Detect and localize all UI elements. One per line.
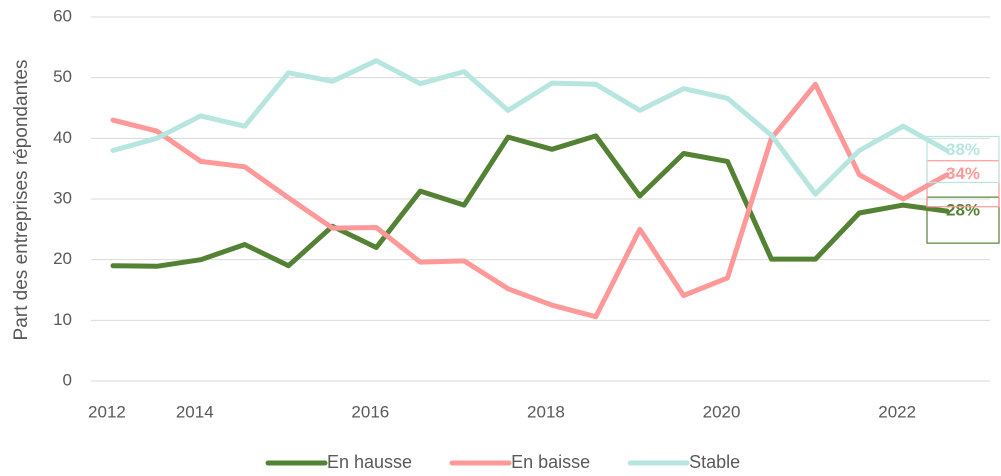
y-tick-label: 10	[53, 310, 72, 329]
label-box	[926, 135, 1000, 184]
x-tick-label: 2018	[527, 402, 565, 421]
label-box	[926, 196, 1000, 244]
legend-label: En hausse	[327, 452, 412, 472]
line-series	[110, 58, 950, 197]
legend-label: Stable	[689, 452, 740, 472]
line-series	[110, 81, 950, 320]
legend-label: En baisse	[511, 452, 590, 472]
y-tick-label: 20	[53, 249, 72, 268]
x-tick-label: 2020	[703, 402, 741, 421]
y-tick-label: 40	[53, 128, 72, 147]
y-tick-label: 60	[53, 6, 72, 25]
x-tick-label: 2012	[88, 402, 126, 421]
y-tick-label: 50	[53, 67, 72, 86]
data-label: 34%	[946, 164, 980, 183]
data-label: 38%	[946, 140, 980, 159]
data-label: 28%	[946, 201, 980, 220]
y-tick-label: 30	[53, 188, 72, 207]
x-tick-label: 2014	[176, 402, 214, 421]
x-tick-label: 2016	[351, 402, 389, 421]
label-box	[926, 160, 1000, 208]
y-axis-label: Part des entreprises répondantes	[11, 60, 32, 341]
x-tick-label: 2022	[878, 402, 916, 421]
line-series	[110, 133, 950, 269]
y-tick-label: 0	[63, 370, 72, 389]
